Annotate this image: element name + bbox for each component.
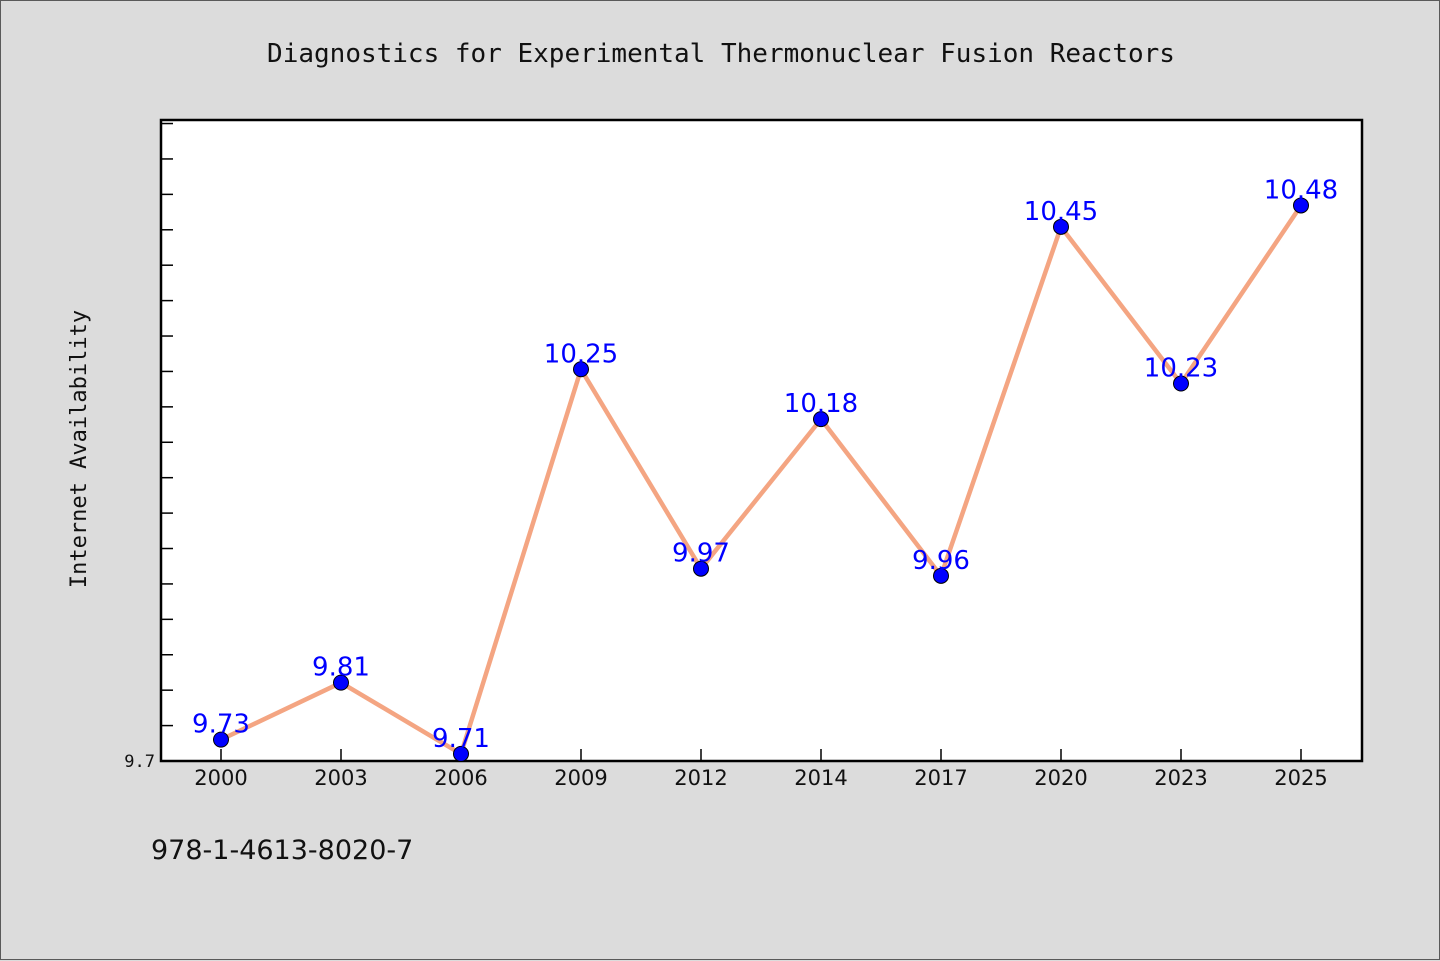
data-label: 9.96	[912, 546, 970, 576]
x-tick-label: 2006	[434, 766, 487, 790]
x-tick-label: 2025	[1274, 766, 1327, 790]
x-tick-label: 2012	[674, 766, 727, 790]
data-label: 10.23	[1144, 354, 1218, 384]
data-point	[693, 560, 709, 577]
x-tick-label: 2009	[554, 766, 607, 790]
x-tick-label: 2014	[794, 766, 847, 790]
x-tick-label: 2020	[1034, 766, 1087, 790]
data-point	[1053, 218, 1069, 235]
series-line	[218, 203, 1304, 757]
x-tick-label: 2003	[314, 766, 367, 790]
y-axis-label: Internet Availability	[67, 310, 92, 588]
data-point	[213, 731, 229, 748]
data-labels: 9.73 9.81 9.71 10.25 9.97 10.18 9.96 10.45 10.23…	[192, 175, 1338, 753]
x-tick-label: 2023	[1154, 766, 1207, 790]
data-label: 9.97	[672, 539, 730, 569]
data-markers	[213, 197, 1309, 762]
data-point	[813, 411, 829, 428]
y-tick-label: 9.7	[124, 752, 155, 772]
y-ticks: 9.7	[124, 122, 173, 772]
data-point	[453, 745, 469, 762]
data-label: 10.18	[784, 389, 858, 419]
data-point	[573, 361, 589, 378]
chart-title: Diagnostics for Experimental Thermonucle…	[267, 39, 1175, 69]
data-point	[1173, 375, 1189, 392]
data-point	[1293, 197, 1309, 214]
data-label: 10.45	[1024, 197, 1098, 227]
data-label: 10.25	[544, 339, 618, 369]
plot-area	[159, 118, 1364, 763]
data-point	[333, 674, 349, 691]
data-label: 9.73	[192, 710, 250, 740]
x-tick-label: 2000	[194, 766, 247, 790]
x-tick-label: 2017	[914, 766, 967, 790]
data-label: 9.81	[312, 653, 370, 683]
isbn-text: 978-1-4613-8020-7	[151, 835, 414, 866]
data-label: 10.48	[1264, 175, 1338, 205]
data-label: 9.71	[432, 724, 490, 754]
data-point	[933, 567, 949, 584]
x-ticks: 2000 2003 2006 2009 2012 2014 2017 2020 2023 2025	[194, 749, 1328, 790]
